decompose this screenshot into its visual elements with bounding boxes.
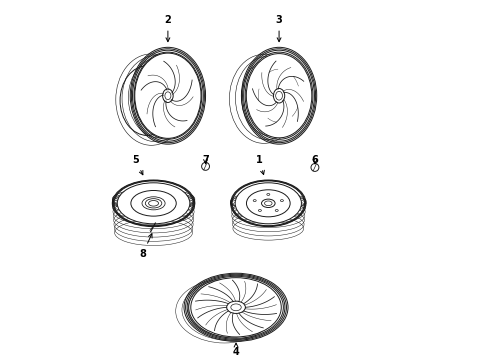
Ellipse shape: [146, 199, 162, 208]
Text: 6: 6: [312, 155, 318, 165]
Text: 3: 3: [276, 15, 282, 42]
Ellipse shape: [246, 54, 312, 138]
Ellipse shape: [246, 190, 290, 217]
Text: 4: 4: [233, 343, 240, 357]
Ellipse shape: [135, 53, 201, 138]
Ellipse shape: [262, 199, 275, 207]
Ellipse shape: [117, 183, 190, 224]
Ellipse shape: [275, 210, 278, 211]
Ellipse shape: [163, 89, 173, 103]
Ellipse shape: [258, 210, 261, 211]
Text: 8: 8: [139, 234, 152, 258]
Ellipse shape: [311, 163, 319, 171]
Text: 2: 2: [165, 15, 172, 42]
Ellipse shape: [267, 194, 270, 195]
Text: 5: 5: [132, 155, 143, 175]
Ellipse shape: [148, 201, 158, 206]
Text: 7: 7: [202, 155, 209, 165]
Ellipse shape: [191, 278, 281, 337]
Ellipse shape: [280, 200, 283, 202]
Ellipse shape: [201, 162, 210, 170]
Text: 1: 1: [256, 155, 265, 175]
Ellipse shape: [253, 200, 256, 202]
Ellipse shape: [235, 183, 301, 224]
Ellipse shape: [131, 190, 176, 216]
Ellipse shape: [273, 89, 285, 103]
Ellipse shape: [142, 197, 165, 210]
Ellipse shape: [227, 301, 245, 314]
